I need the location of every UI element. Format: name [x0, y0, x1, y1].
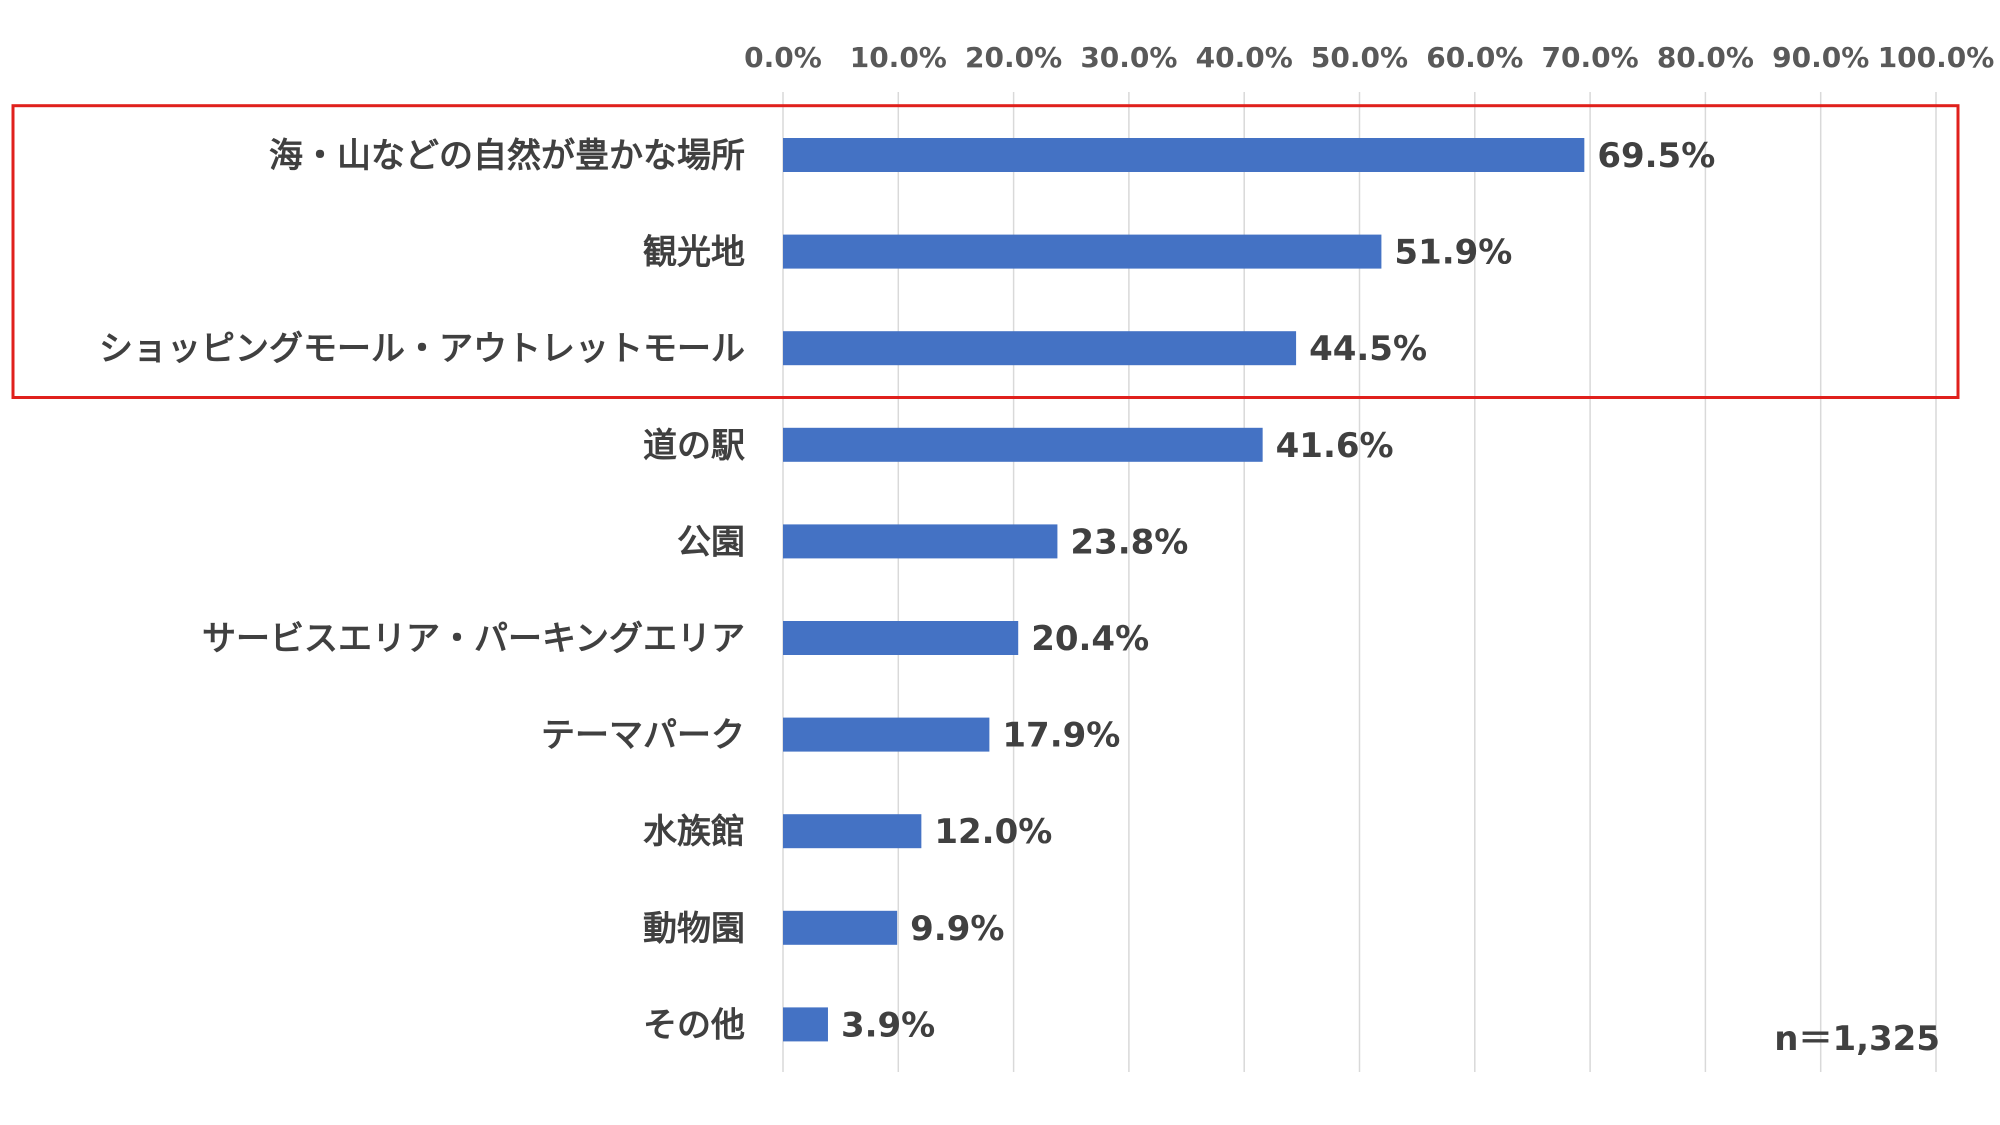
bar — [783, 621, 1019, 655]
bar — [783, 234, 1382, 269]
highlight-box — [11, 104, 1960, 399]
x-tick-label: 90.0% — [1772, 41, 1869, 74]
data-label: 41.6% — [1276, 426, 1394, 466]
bar — [783, 1007, 828, 1042]
x-tick-label: 0.0% — [744, 41, 822, 74]
data-label: 9.9% — [910, 909, 1004, 949]
category-label: 海・山などの自然が豊かな場所 — [269, 136, 745, 176]
category-label: 観光地 — [643, 233, 745, 273]
category-label: サービスエリア・パーキングエリア — [202, 619, 745, 659]
data-label: 17.9% — [1002, 716, 1120, 756]
bar — [783, 814, 922, 849]
category-label: その他 — [643, 1005, 745, 1045]
data-label: 44.5% — [1309, 329, 1427, 369]
data-label: 51.9% — [1394, 233, 1512, 273]
bar — [783, 717, 990, 752]
x-tick-label: 30.0% — [1080, 41, 1177, 74]
data-labels: 69.5% 51.9% 44.5% 41.6% 23.8% 20.4% 17.9% 12.0%… — [841, 136, 1715, 1045]
category-label: テーマパーク — [541, 716, 745, 756]
bar — [783, 138, 1585, 172]
sample-size-note: n＝1,325 — [1774, 1019, 1940, 1059]
x-tick-label: 80.0% — [1657, 41, 1754, 74]
category-label: ショッピングモール・アウトレットモール — [99, 329, 745, 369]
category-label: 動物園 — [643, 909, 745, 949]
bar — [783, 331, 1297, 366]
category-label: 公園 — [677, 522, 745, 562]
x-tick-label: 40.0% — [1196, 41, 1293, 74]
data-label: 69.5% — [1597, 136, 1715, 176]
x-tick-label: 50.0% — [1311, 41, 1408, 74]
x-tick-label: 70.0% — [1542, 41, 1639, 74]
bars — [783, 138, 1585, 1042]
x-tick-label: 10.0% — [850, 41, 947, 74]
bar — [783, 427, 1263, 462]
x-tick-label: 100.0% — [1878, 41, 1995, 74]
data-label: 3.9% — [841, 1005, 935, 1045]
bar — [783, 524, 1058, 559]
category-label: 水族館 — [643, 812, 745, 852]
x-tick-label: 20.0% — [965, 41, 1062, 74]
x-tick-label: 60.0% — [1426, 41, 1523, 74]
data-label: 23.8% — [1070, 522, 1188, 562]
data-label: 12.0% — [934, 812, 1052, 852]
category-labels: 海・山などの自然が豊かな場所観光地ショッピングモール・アウトレットモール道の駅公… — [99, 136, 745, 1045]
data-label: 20.4% — [1031, 619, 1149, 659]
category-label: 道の駅 — [643, 426, 745, 466]
bar — [783, 910, 898, 945]
axis-ticks: 0.0% 10.0% 20.0% 30.0% 40.0% 50.0% 60.0% 70.0% 8… — [744, 41, 1994, 74]
